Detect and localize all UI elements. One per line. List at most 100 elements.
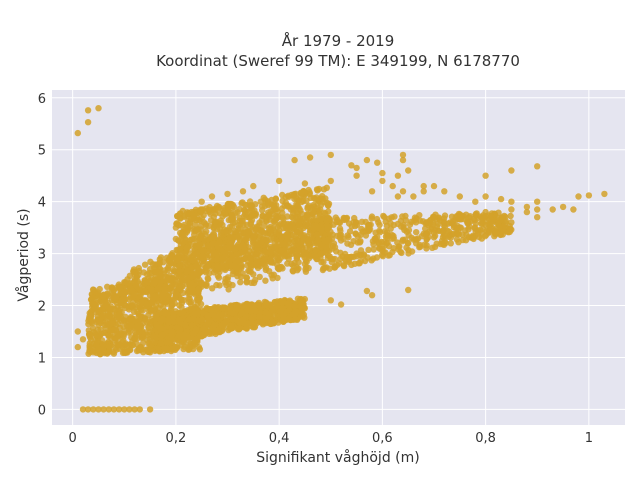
data-point (423, 235, 430, 243)
data-point (471, 217, 478, 224)
data-point (243, 274, 250, 281)
data-point (118, 330, 125, 337)
data-point (146, 349, 154, 356)
data-point (379, 177, 386, 185)
data-point (274, 274, 281, 282)
data-point (325, 202, 332, 209)
data-point (365, 222, 372, 229)
data-point (234, 234, 241, 241)
data-point (327, 177, 334, 185)
data-point (405, 227, 413, 234)
data-point (95, 346, 102, 353)
data-point (191, 245, 198, 252)
data-point (139, 307, 147, 314)
data-point (187, 241, 194, 248)
data-point (294, 214, 301, 221)
data-point (374, 159, 381, 166)
data-point (86, 313, 93, 320)
data-point (282, 199, 289, 206)
data-point (482, 221, 489, 229)
data-point (223, 305, 230, 312)
data-point (471, 225, 478, 232)
data-point (305, 236, 313, 243)
data-point (219, 311, 226, 318)
data-point (179, 289, 187, 297)
x-axis-ticks: 0 0,2 0,4 0,6 0,8 1 (69, 431, 593, 446)
data-point (208, 193, 216, 200)
y-tick-label: 0 (38, 403, 46, 418)
data-point (472, 198, 479, 205)
data-point (306, 217, 313, 224)
data-point (268, 272, 275, 279)
data-point (320, 258, 327, 266)
data-point (86, 340, 94, 347)
data-point (382, 218, 389, 225)
data-point (173, 285, 180, 292)
data-point (559, 203, 567, 211)
data-point (248, 211, 255, 219)
data-point (116, 341, 123, 348)
data-point (370, 255, 377, 262)
data-point (245, 229, 252, 236)
data-point (154, 286, 161, 293)
data-point (399, 238, 406, 245)
data-point (264, 200, 272, 207)
data-point (195, 216, 202, 224)
data-point (278, 247, 285, 254)
data-point (462, 237, 470, 244)
data-point (261, 256, 268, 263)
data-point (334, 232, 341, 239)
data-point (126, 346, 133, 354)
data-point (267, 230, 275, 238)
data-point (189, 285, 196, 292)
data-point (193, 270, 200, 277)
data-point (253, 320, 260, 327)
data-point (186, 295, 193, 303)
data-point (112, 306, 119, 313)
data-point (497, 195, 505, 203)
data-point (269, 207, 277, 214)
data-point (294, 236, 301, 244)
data-point (133, 335, 141, 342)
data-point (79, 336, 87, 343)
y-tick-label: 2 (38, 300, 46, 315)
data-point (200, 325, 208, 333)
data-point (194, 285, 202, 293)
data-point (134, 278, 141, 285)
data-point (163, 296, 170, 304)
data-point (256, 313, 263, 320)
data-point (282, 224, 290, 232)
data-point (267, 249, 274, 256)
data-point (157, 318, 165, 325)
data-point (102, 302, 109, 309)
data-point (158, 332, 166, 340)
data-point (204, 312, 211, 319)
data-point (255, 299, 262, 307)
data-point (212, 218, 220, 225)
data-point (482, 172, 489, 179)
data-point (87, 332, 94, 339)
data-point (314, 200, 321, 207)
data-point (397, 248, 404, 256)
data-point (164, 274, 172, 281)
y-axis-title: Vågperiod (s) (15, 208, 32, 301)
data-point (197, 279, 205, 287)
x-tick-label: 0,4 (269, 431, 290, 446)
data-point (175, 316, 183, 323)
data-point (199, 309, 206, 317)
data-point (317, 215, 325, 223)
data-point (487, 224, 494, 231)
data-point (348, 162, 355, 169)
data-point (105, 406, 113, 413)
data-point (192, 325, 200, 333)
data-point (257, 239, 265, 246)
data-point (249, 261, 256, 268)
data-point (215, 265, 222, 272)
data-point (272, 216, 279, 224)
data-point (322, 249, 329, 256)
data-point (340, 214, 347, 222)
data-point (268, 318, 276, 325)
data-point (124, 318, 131, 325)
data-point (92, 331, 100, 339)
